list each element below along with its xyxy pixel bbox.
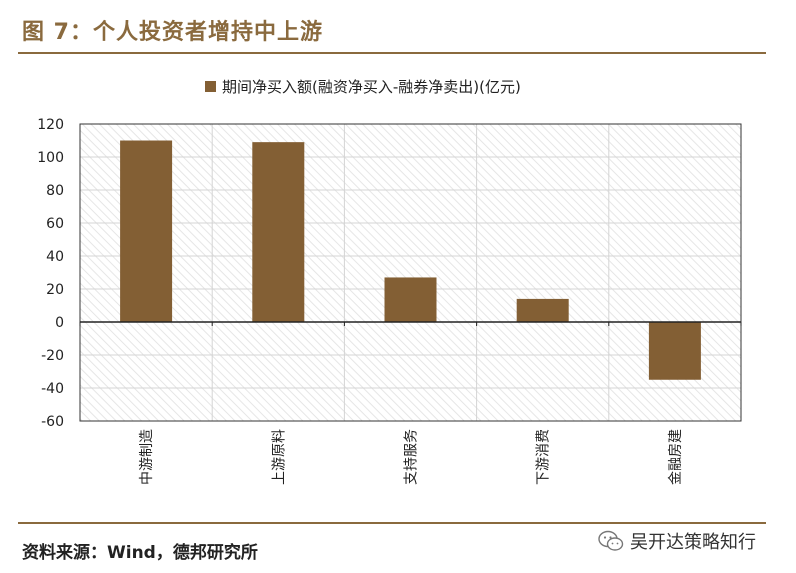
y-tick-label: 60 [46, 216, 64, 232]
y-tick-label: 20 [46, 282, 64, 298]
y-tick-label: 100 [37, 150, 64, 166]
bar [120, 140, 173, 322]
x-category-label: 下游消费 [536, 429, 552, 485]
bar [384, 277, 437, 322]
y-tick-label: -20 [41, 348, 64, 364]
bar [648, 322, 701, 380]
plot-area [80, 124, 741, 421]
watermark: 吴开达策略知行 [598, 528, 756, 554]
x-category-label: 金融房建 [668, 429, 684, 485]
x-category-label: 中游制造 [139, 429, 155, 485]
y-tick-label: -60 [41, 414, 64, 430]
bar [516, 298, 569, 322]
bar [252, 142, 305, 322]
source-note: 资料来源：Wind，德邦研究所 [22, 543, 258, 563]
y-tick-label: 0 [55, 315, 64, 331]
y-tick-label: -40 [41, 381, 64, 397]
source-divider [18, 522, 766, 524]
x-category-label: 上游原料 [271, 429, 287, 485]
watermark-text: 吴开达策略知行 [630, 532, 756, 553]
figure-title: 图 7：个人投资者增持中上游 [22, 20, 323, 45]
legend-swatch [205, 80, 216, 92]
axes [79, 123, 742, 422]
x-category-label: 支持服务 [404, 429, 420, 485]
title-divider [18, 52, 766, 54]
chart-legend: 期间净买入额(融资净买入-融券净卖出)(亿元) [205, 76, 521, 96]
legend-label: 期间净买入额(融资净买入-融券净卖出)(亿元) [222, 77, 521, 96]
wechat-icon [598, 530, 624, 551]
y-tick-label: 120 [37, 117, 64, 133]
axis-labels: -60 -40 -20 0 20 40 60 80 100 120 中游制造 上游原料 支持服务 下游消费… [37, 117, 684, 485]
y-tick-label: 40 [46, 249, 64, 265]
bars [120, 140, 701, 380]
plot-border [79, 123, 742, 422]
y-tick-label: 80 [46, 183, 64, 199]
